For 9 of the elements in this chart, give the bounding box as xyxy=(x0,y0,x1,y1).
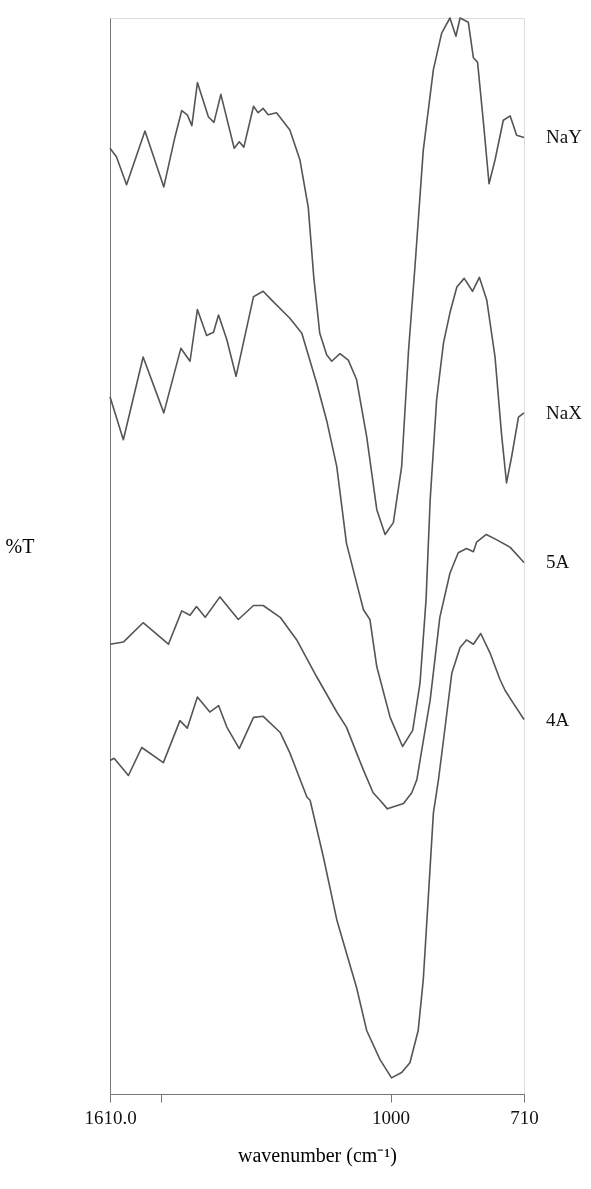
x-axis-title: wavenumber (cm⁻¹) xyxy=(237,1143,398,1167)
y-axis-title: %T xyxy=(5,534,35,557)
series-label: 5A xyxy=(546,551,570,573)
x-tick-label: 1000 xyxy=(372,1106,411,1128)
series-label: 4A xyxy=(546,708,570,730)
series-label: NaX xyxy=(546,401,583,423)
x-tick-label: 1610.0 xyxy=(84,1106,137,1128)
series-label: NaY xyxy=(546,126,583,148)
x-tick-label: 710 xyxy=(510,1106,539,1128)
